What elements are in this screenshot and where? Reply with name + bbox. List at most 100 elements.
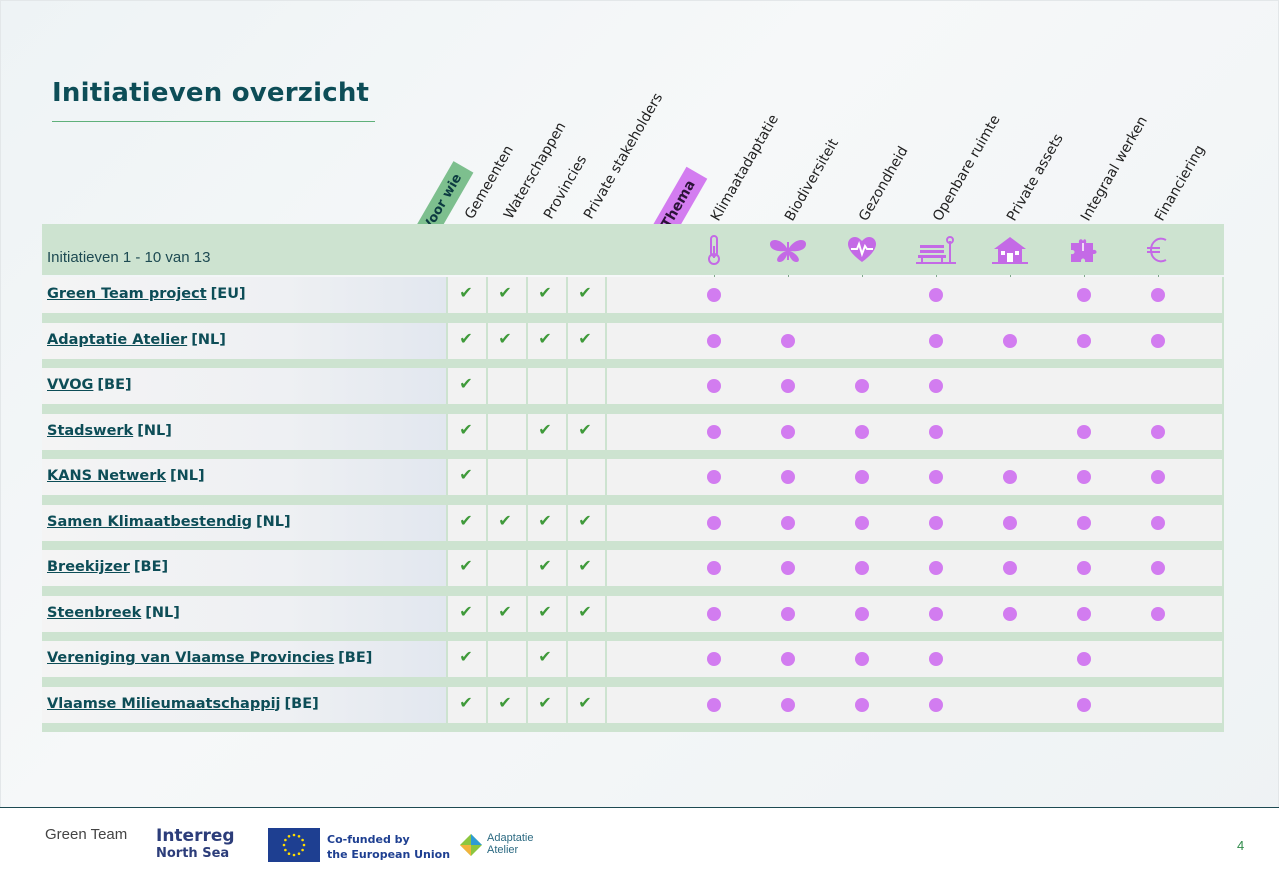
column-separator	[605, 641, 607, 677]
column-separator	[605, 550, 607, 586]
column-separator	[446, 459, 448, 495]
theme-dot	[1077, 652, 1091, 666]
column-separator	[446, 686, 448, 723]
initiative-name-cell: VVOG [BE]	[42, 368, 447, 404]
column-separator	[486, 641, 488, 677]
theme-dot	[707, 652, 721, 666]
table-row: Vlaamse Milieumaatschappij [BE] ✔ ✔ ✔ ✔	[42, 686, 1224, 732]
column-separator	[566, 277, 568, 313]
theme-dot	[855, 515, 869, 530]
theme-dot	[1077, 333, 1091, 348]
theme-dot	[707, 288, 721, 302]
theme-dot	[1077, 470, 1091, 484]
initiative-link[interactable]: VVOG	[47, 377, 94, 393]
bench-icon	[916, 234, 956, 266]
check-icon: ✔	[578, 601, 592, 621]
check-icon: ✔	[459, 647, 473, 666]
initiative-link[interactable]: Breekijzer	[47, 559, 130, 575]
theme-dot	[1077, 606, 1091, 621]
euro-icon	[1138, 234, 1178, 266]
table-row: Samen Klimaatbestendig [NL] ✔ ✔ ✔ ✔	[42, 504, 1224, 550]
initiative-link[interactable]: Adaptatie Atelier	[47, 331, 188, 348]
column-separator	[566, 550, 568, 586]
check-icon: ✔	[498, 692, 512, 712]
column-separator	[566, 368, 568, 404]
theme-dot	[855, 606, 869, 621]
theme-dot	[1077, 561, 1091, 575]
interreg-logo: Interreg	[156, 826, 235, 846]
check-icon: ✔	[538, 510, 552, 530]
theme-dot	[929, 697, 943, 712]
table-row: Vereniging van Vlaamse Provincies [BE] ✔ ✔	[42, 641, 1224, 687]
eu-cofunded-line2: the European Union	[327, 848, 451, 861]
country-code: [BE]	[284, 695, 319, 712]
aa-line2: Atelier	[487, 844, 519, 856]
initiative-name-cell: Stadswerk [NL]	[42, 413, 447, 450]
column-separator	[446, 595, 448, 632]
check-icon: ✔	[498, 601, 512, 621]
page-number: 4	[1237, 838, 1245, 853]
initiative-link[interactable]: Samen Klimaatbestendig	[47, 513, 252, 530]
check-icon: ✔	[538, 556, 552, 575]
column-separator	[605, 504, 607, 541]
country-code: [NL]	[256, 513, 291, 530]
puzzle-icon	[1064, 234, 1104, 266]
theme-dot	[1077, 697, 1091, 712]
column-separator	[526, 322, 528, 359]
check-icon: ✔	[538, 647, 552, 666]
check-icon: ✔	[498, 283, 512, 302]
check-icon: ✔	[578, 556, 592, 575]
theme-dot	[781, 515, 795, 530]
page-title: Initiatieven overzicht	[52, 78, 370, 108]
initiative-link[interactable]: Steenbreek	[47, 604, 142, 621]
theme-dot	[781, 697, 795, 712]
column-separator	[526, 550, 528, 586]
check-icon: ✔	[459, 601, 473, 621]
initiative-link[interactable]: KANS Netwerk	[47, 468, 167, 484]
theme-dot	[1151, 470, 1165, 484]
check-icon: ✔	[538, 601, 552, 621]
initiative-link[interactable]: Vlaamse Milieumaatschappij	[47, 695, 281, 712]
check-icon: ✔	[578, 692, 592, 712]
theme-dot	[1151, 333, 1165, 348]
check-icon: ✔	[459, 283, 473, 302]
theme-dot	[855, 379, 869, 393]
results-count: Initiatieven 1 - 10 van 13	[47, 249, 211, 266]
aa-line1: Adaptatie	[487, 832, 534, 844]
check-icon: ✔	[578, 328, 592, 348]
initiative-link[interactable]: Stadswerk	[47, 422, 134, 439]
initiative-link[interactable]: Green Team project	[47, 286, 207, 302]
initiative-name-cell: Breekijzer [BE]	[42, 550, 447, 586]
check-icon: ✔	[459, 692, 473, 712]
theme-dot	[929, 470, 943, 484]
initiative-link[interactable]: Vereniging van Vlaamse Provincies	[47, 650, 335, 666]
theme-dot	[1003, 333, 1017, 348]
table-row: Steenbreek [NL] ✔ ✔ ✔ ✔	[42, 595, 1224, 641]
column-separator	[605, 459, 607, 495]
check-icon: ✔	[538, 692, 552, 712]
theme-dot	[707, 515, 721, 530]
column-separator	[566, 504, 568, 541]
country-code: [NL]	[191, 331, 226, 348]
check-icon: ✔	[459, 419, 473, 439]
table-row: Green Team project [EU] ✔ ✔ ✔ ✔	[42, 277, 1224, 323]
check-icon: ✔	[459, 556, 473, 575]
theme-dot	[855, 652, 869, 666]
table-row: Adaptatie Atelier [NL] ✔ ✔ ✔ ✔	[42, 322, 1224, 368]
eu-flag-icon	[268, 828, 320, 862]
check-icon: ✔	[459, 465, 473, 484]
column-separator	[486, 459, 488, 495]
column-separator	[566, 322, 568, 359]
check-icon: ✔	[538, 328, 552, 348]
theme-dot	[1151, 288, 1165, 302]
initiative-name: Vlaamse Milieumaatschappij [BE]	[47, 696, 319, 712]
column-separator	[446, 277, 448, 313]
theme-dot	[707, 697, 721, 712]
butterfly-icon	[768, 234, 808, 266]
initiative-name: Steenbreek [NL]	[47, 605, 180, 621]
column-separator	[566, 641, 568, 677]
header-band	[42, 224, 1224, 275]
column-separator	[526, 368, 528, 404]
check-icon: ✔	[459, 328, 473, 348]
theme-dot	[855, 424, 869, 439]
